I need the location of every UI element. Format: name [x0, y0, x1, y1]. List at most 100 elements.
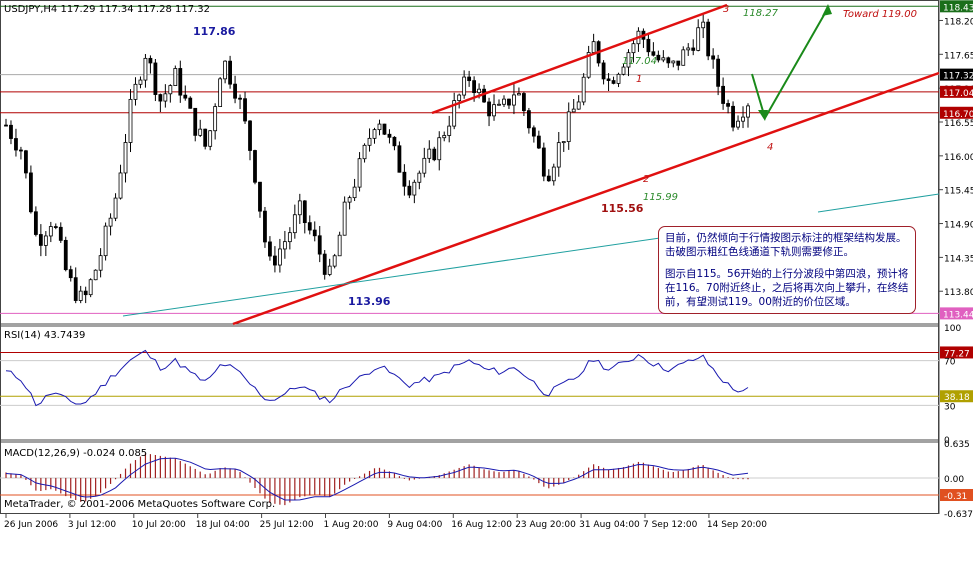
candle-body: [322, 253, 327, 275]
candle-body: [691, 47, 696, 51]
candle-body: [4, 124, 8, 127]
candle-body: [19, 149, 23, 152]
candle-body: [427, 148, 432, 159]
candle-body: [337, 234, 342, 257]
candle-body: [526, 110, 531, 129]
candle-body: [317, 235, 322, 255]
candle-body: [487, 101, 491, 117]
candle-body: [302, 200, 307, 224]
candle-body: [38, 234, 43, 246]
candle-body: [133, 83, 138, 100]
x-tick-label: 9 Aug 04:00: [387, 520, 442, 530]
candle-body: [183, 94, 188, 99]
candle-body: [536, 135, 541, 149]
rsi-line: [5, 349, 749, 407]
candle-body: [292, 214, 297, 234]
candle-body: [362, 144, 367, 160]
candle-body: [208, 130, 213, 147]
annotation-wave2-price: 115.56: [601, 202, 644, 215]
candle-body: [273, 255, 277, 266]
annotation-wave1-price: 117.04: [622, 56, 657, 67]
y-tick-label: 116.00: [944, 153, 973, 163]
candle-body: [661, 57, 666, 61]
candle-body: [656, 54, 661, 61]
candle-body: [407, 185, 412, 196]
projection-arrow: [751, 7, 829, 121]
candle-body: [108, 217, 113, 227]
candle-body: [432, 148, 437, 161]
candle-body: [113, 197, 118, 219]
y-tick-label: 113.80: [944, 288, 973, 298]
candle-body: [73, 277, 78, 301]
candle-body: [253, 150, 257, 183]
candle-body: [93, 269, 98, 281]
candle-body: [268, 241, 272, 257]
candle-body: [342, 201, 347, 236]
candle-body: [233, 83, 237, 99]
price-label-box: [940, 85, 973, 98]
candle-body: [477, 88, 481, 94]
candle-body: [646, 38, 651, 53]
rsi-level-box: [940, 346, 973, 359]
candle-body: [696, 27, 701, 51]
candle-body: [123, 142, 128, 174]
candle-body: [651, 51, 656, 56]
candle-body: [143, 57, 148, 81]
candle-body: [173, 68, 178, 86]
candle-body: [566, 111, 571, 142]
candle-body: [14, 138, 18, 151]
x-tick-label: 26 Jun 2006: [4, 520, 58, 530]
candle-body: [238, 97, 242, 100]
candle-body: [586, 52, 591, 78]
x-tick-label: 16 Aug 12:00: [451, 520, 512, 530]
candle-body: [332, 255, 337, 267]
candle-body: [248, 120, 252, 151]
candle-body: [616, 73, 621, 84]
candle-body: [377, 123, 382, 131]
y-tick-label: 114.35: [944, 254, 973, 264]
note-paragraph-2: 图示自115。56开始的上行分波段中第四浪，预计将在116。70附近终止，之后将…: [665, 268, 909, 308]
candle-body: [178, 68, 183, 96]
candle-body: [726, 103, 730, 107]
candle-body: [218, 78, 223, 107]
x-tick-label: 25 Jul 12:00: [260, 520, 314, 530]
candle-body: [422, 157, 427, 174]
candle-body: [312, 229, 317, 237]
macd-level-box: [940, 489, 973, 502]
candle-body: [706, 21, 711, 57]
candle-body: [736, 120, 740, 128]
candle-body: [417, 172, 422, 183]
rsi-level-label: 77.27: [944, 349, 970, 359]
candle-body: [357, 158, 362, 188]
y-tick-label: 116.55: [944, 119, 973, 129]
candle-body: [556, 142, 561, 168]
candle-body: [711, 55, 716, 60]
rsi-tick-label: 100: [944, 324, 961, 334]
x-tick-label: 3 Jul 12:00: [68, 520, 117, 530]
candle-body: [512, 94, 516, 106]
candle-body: [88, 279, 93, 296]
candle-body: [681, 49, 686, 66]
x-tick-label: 23 Aug 20:00: [515, 520, 576, 530]
candle-body: [347, 197, 352, 203]
candle-body: [282, 241, 287, 250]
x-tick-label: 10 Jul 20:00: [132, 520, 186, 530]
candle-body: [223, 60, 228, 80]
candle-body: [437, 137, 442, 161]
annotation-target: Toward 119.00: [843, 9, 917, 20]
x-tick-label: 14 Sep 20:00: [707, 520, 767, 530]
copyright-footer: MetaTrader, © 2001-2006 MetaQuotes Softw…: [4, 499, 275, 510]
candle-body: [213, 106, 218, 132]
candle-body: [198, 128, 203, 136]
candle-body: [103, 225, 108, 257]
candle-body: [193, 107, 198, 136]
macd-tick-label: 0.635: [944, 440, 970, 450]
annotation-wave3-price: 118.27: [743, 8, 779, 19]
price-label-box: [940, 307, 973, 320]
candle-body: [118, 172, 123, 199]
x-tick-label: 18 Jul 04:00: [196, 520, 250, 530]
candle-body: [447, 125, 452, 136]
candle-body: [158, 94, 163, 102]
candle-body: [148, 57, 153, 64]
